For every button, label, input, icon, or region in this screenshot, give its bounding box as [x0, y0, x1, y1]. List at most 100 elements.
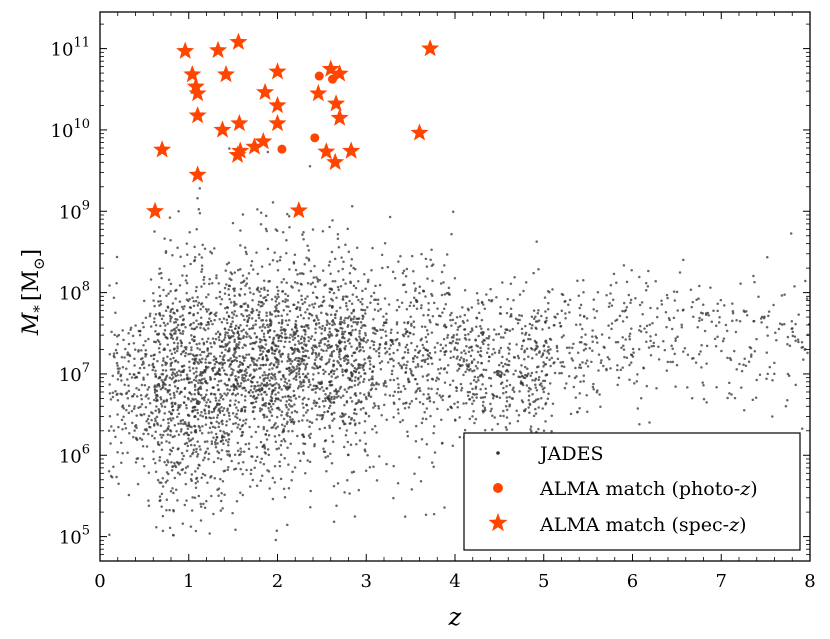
jades-point: [249, 472, 253, 476]
jades-point: [190, 431, 193, 434]
jades-point: [206, 347, 209, 350]
jades-point: [420, 325, 424, 328]
jades-point: [218, 373, 222, 376]
jades-point: [219, 429, 222, 433]
jades-point: [208, 277, 211, 281]
jades-point: [481, 409, 485, 412]
jades-point: [155, 415, 159, 419]
jades-point: [253, 387, 256, 391]
jades-point: [177, 422, 180, 426]
jades-point: [170, 315, 173, 319]
jades-point: [137, 348, 140, 352]
jades-point: [183, 387, 187, 391]
jades-point: [257, 303, 260, 306]
jades-point: [489, 384, 493, 388]
jades-point: [320, 386, 324, 389]
jades-point: [584, 333, 587, 336]
jades-point: [220, 449, 224, 452]
jades-point: [260, 338, 263, 342]
jades-point: [320, 355, 324, 359]
jades-point: [131, 421, 134, 425]
jades-point: [168, 393, 172, 396]
jades-point: [173, 461, 176, 465]
jades-point: [187, 414, 191, 418]
jades-point: [406, 430, 409, 434]
jades-point: [622, 301, 626, 305]
jades-point: [518, 390, 521, 393]
jades-point: [389, 331, 393, 334]
jades-point: [699, 350, 702, 353]
jades-point: [548, 358, 551, 361]
jades-point: [217, 421, 221, 425]
jades-point: [224, 269, 227, 272]
jades-point: [385, 418, 388, 422]
jades-point: [358, 349, 361, 353]
jades-point: [460, 389, 463, 392]
jades-point: [669, 360, 672, 364]
jades-point: [282, 487, 286, 491]
jades-point: [191, 338, 194, 341]
jades-point: [315, 276, 318, 279]
jades-point: [264, 404, 267, 408]
jades-point: [226, 407, 229, 411]
jades-point: [474, 364, 478, 368]
jades-point: [197, 387, 201, 390]
jades-point: [300, 341, 303, 345]
jades-point: [226, 383, 229, 387]
jades-point: [211, 369, 215, 372]
jades-point: [616, 368, 619, 372]
jades-point: [204, 393, 208, 397]
jades-point: [179, 331, 182, 335]
jades-point: [161, 485, 165, 488]
jades-point: [605, 368, 608, 372]
jades-point: [323, 343, 327, 346]
jades-point: [142, 366, 146, 370]
jades-point: [274, 309, 278, 312]
jades-point: [361, 317, 364, 320]
jades-point: [422, 290, 425, 293]
jades-point: [375, 382, 378, 386]
jades-point: [399, 364, 402, 367]
jades-point: [352, 310, 355, 313]
jades-point: [204, 361, 207, 364]
jades-point: [404, 327, 407, 331]
jades-point: [241, 387, 244, 390]
jades-point: [426, 357, 429, 361]
jades-point: [309, 269, 313, 273]
jades-point: [657, 358, 661, 361]
jades-point: [511, 388, 514, 392]
jades-point: [463, 288, 467, 292]
jades-point: [571, 359, 575, 362]
jades-point: [301, 354, 305, 358]
jades-point: [330, 354, 334, 358]
jades-point: [412, 282, 416, 285]
jades-point: [224, 331, 227, 334]
jades-point: [426, 333, 430, 336]
jades-point: [463, 328, 467, 331]
jades-point: [410, 322, 413, 326]
jades-point: [301, 433, 305, 436]
jades-point: [358, 439, 362, 442]
jades-point: [295, 411, 299, 414]
jades-point: [473, 375, 477, 379]
jades-point: [197, 424, 201, 428]
jades-point: [197, 400, 200, 403]
jades-point: [369, 363, 372, 366]
jades-point: [141, 321, 144, 325]
jades-point: [433, 351, 437, 354]
jades-point: [184, 325, 187, 329]
alma-spec-z-point: [268, 113, 287, 132]
jades-point: [262, 335, 266, 338]
jades-point: [443, 264, 446, 267]
jades-point: [257, 300, 261, 304]
jades-point: [508, 405, 511, 408]
jades-point: [393, 277, 397, 280]
jades-point: [293, 280, 297, 284]
jades-point: [231, 221, 235, 225]
jades-point: [385, 385, 388, 388]
jades-point: [126, 351, 130, 354]
jades-point: [525, 347, 529, 351]
jades-point: [467, 308, 470, 312]
alma-spec-z-point: [289, 201, 308, 219]
jades-point: [275, 360, 278, 364]
